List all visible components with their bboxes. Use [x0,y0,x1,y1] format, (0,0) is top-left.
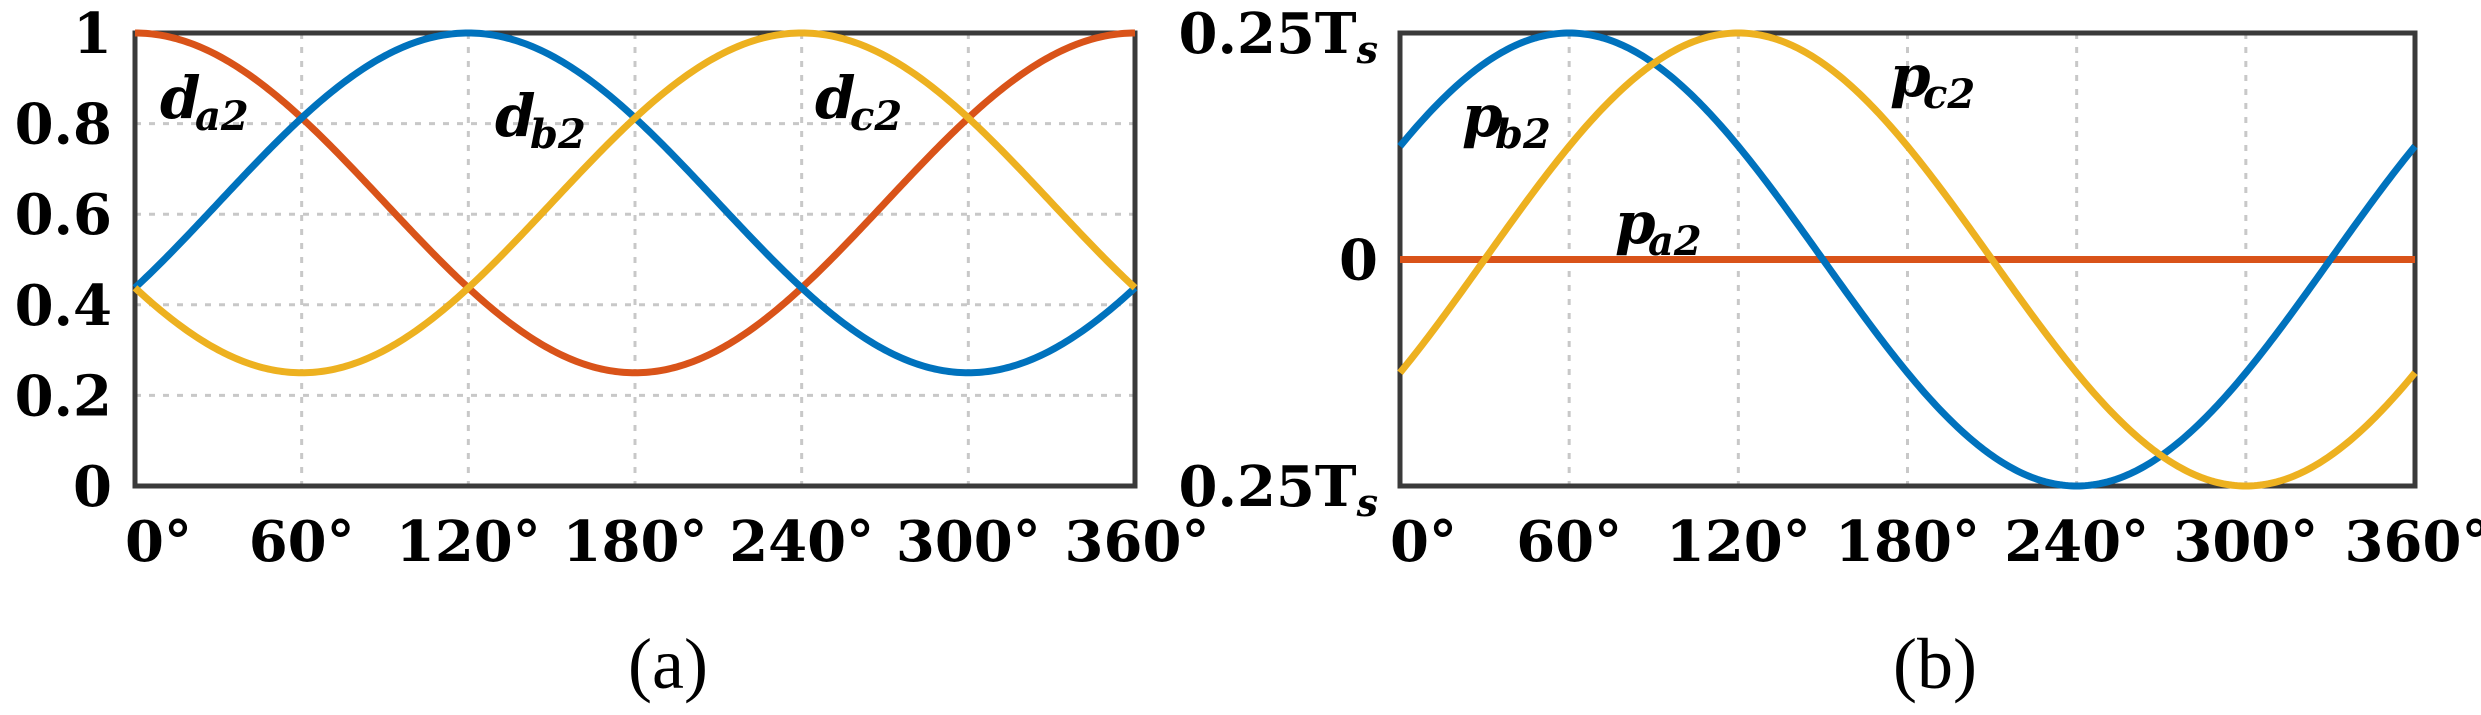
series-label-pc2: p c2 [1890,42,1975,118]
x-tick-label: 240° [2004,509,2149,575]
series-label-pb2-main: p [1462,82,1503,150]
y-tick-label: 1 [73,1,112,67]
x-tick-label: 180° [563,509,708,575]
series-label-dc2-main: d [815,64,856,132]
series-label-pa2: p a2 [1615,189,1702,265]
series-label-db2-sub: b2 [530,111,586,158]
series-label-pa2-sub: a2 [1648,218,1702,265]
series-label-dc2: d c2 [815,64,902,140]
x-tick-label: 0° [1390,509,1457,575]
x-tick-labels-a: 0° 60° 120° 180° 240° 300° 360° [125,509,1209,575]
series-label-da2: d a2 [160,64,249,140]
x-tick-label: 180° [1835,509,1980,575]
x-tick-label: 240° [729,509,874,575]
series-a [132,29,1138,377]
series-label-db2-main: d [495,82,536,150]
series-label-pc2-main: p [1890,42,1931,110]
series-line-pc2 [1397,29,2418,490]
plot-frame-a [132,30,1138,489]
series-label-da2-main: d [160,64,201,132]
x-tick-label: 360° [1065,509,1210,575]
x-tick-label: 120° [1666,509,1811,575]
y-tick-label: 0.8 [15,92,112,158]
y-tick-label: 0.4 [15,273,112,339]
y-tick-labels-b: 0.25Ts 0 0.25Ts [1179,1,1378,525]
x-tick-label: 60° [1516,509,1622,575]
series-label-db2: d b2 [495,82,586,158]
series-label-da2-sub: a2 [195,93,249,140]
grid-a [135,33,1135,486]
series-label-pa2-main: p [1615,189,1656,257]
caption-a: (a) [628,624,708,704]
series-label-pb2: p b2 [1462,82,1551,158]
series-label-pb2-sub: b2 [1495,111,1551,158]
y-tick-label: 0 [73,454,112,520]
y-tick-label: 0.2 [15,363,112,429]
y-tick-label: 0 [1339,228,1378,294]
x-tick-label: 60° [249,509,355,575]
x-tick-label: 300° [896,509,1041,575]
x-tick-label: 300° [2173,509,2318,575]
series-label-dc2-sub: c2 [850,93,902,140]
x-tick-label: 120° [396,509,541,575]
panel-a: 0 0.2 0.4 0.6 0.8 1 0° 60° 120° 180° 240° 300° 360°… [15,1,1210,704]
caption-b: (b) [1893,624,1977,704]
y-tick-label: 0.25Ts [1179,454,1378,525]
x-tick-label: 0° [125,509,192,575]
series-line-pb2 [1397,29,2418,490]
x-tick-labels-b: 0° 60° 120° 180° 240° 300° 360° [1390,509,2481,575]
series-label-pc2-sub: c2 [1923,71,1975,118]
x-tick-label: 360° [2345,509,2481,575]
y-tick-labels-a: 0 0.2 0.4 0.6 0.8 1 [15,1,112,520]
series-b [1397,29,2418,490]
y-tick-label: 0.25Ts [1179,1,1378,72]
series-line-dc2 [132,29,1138,377]
y-tick-label: 0.6 [15,182,112,248]
